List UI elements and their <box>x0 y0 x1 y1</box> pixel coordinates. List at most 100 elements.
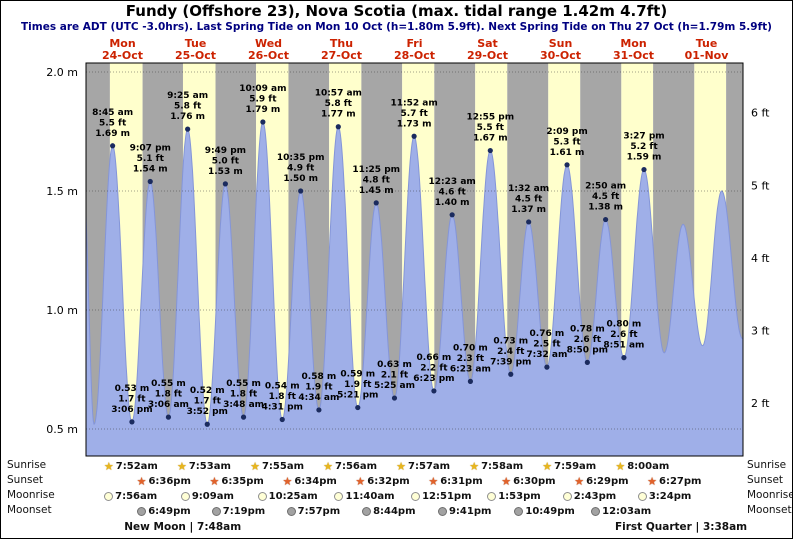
date-label-weekday: Mon <box>620 37 646 50</box>
date-label-weekday: Sat <box>477 37 498 50</box>
moonrise-moon-icon <box>562 491 572 501</box>
tide-low-label: 8:50 pm <box>567 345 608 355</box>
moonset-time: 12:03am <box>602 505 652 517</box>
date-label-date: 27-Oct <box>321 49 362 62</box>
sunrise-entry: ★ 7:53am <box>177 459 231 473</box>
tide-low-label: 3:48 am <box>223 400 264 410</box>
moonrise-time: 1:53pm <box>498 490 541 502</box>
sunset-star-icon: ★ <box>647 474 657 488</box>
moonrise-entry: 3:24pm <box>637 489 691 503</box>
tide-low-label: 2.4 ft <box>497 347 525 357</box>
tide-high-label: 9:25 am <box>167 91 208 101</box>
moonrise-entry: 10:25am <box>257 489 318 503</box>
tide-high-label: 5.0 ft <box>212 156 240 166</box>
sunrise-entry: ★ 7:59am <box>542 459 596 473</box>
sunrise-star-icon: ★ <box>615 459 626 473</box>
tide-low-label: 0.54 m <box>265 381 300 391</box>
tide-low-label: 5:21 pm <box>337 391 378 401</box>
sunrise-time: 7:57am <box>408 460 451 472</box>
tide-high-label: 2:50 am <box>585 182 626 192</box>
moonset-moon-icon <box>437 506 447 516</box>
sunrise-star-icon: ★ <box>103 459 114 473</box>
moonrise-moon-icon <box>334 491 344 501</box>
date-label-weekday: Mon <box>109 37 135 50</box>
tide-point-dot <box>298 188 304 194</box>
moonset-entry: 10:49pm <box>514 504 575 518</box>
tide-high-label: 4.6 ft <box>439 187 467 197</box>
tide-high-label: 8:45 am <box>92 108 133 118</box>
date-label-weekday: Tue <box>185 37 207 50</box>
moonset-time: 6:49pm <box>148 505 191 517</box>
date-label-date: 26-Oct <box>248 49 289 62</box>
tide-low-label: 5:25 am <box>374 381 415 391</box>
tide-point-dot <box>467 378 474 384</box>
moonset-time: 7:19pm <box>222 505 266 517</box>
tide-point-dot <box>240 414 247 420</box>
moonrise-entry: 7:56am <box>104 489 157 503</box>
moonrise-entry: 11:40am <box>334 489 394 503</box>
tide-low-label: 1.9 ft <box>344 380 372 390</box>
moonrise-moon-icon <box>637 491 647 501</box>
tide-point-dot <box>487 147 493 154</box>
tide-low-label: 3:52 pm <box>187 407 228 417</box>
tide-high-label: 1:32 am <box>508 184 549 194</box>
moonset-time: 7:57pm <box>297 505 341 517</box>
tide-low-label: 0.76 m <box>530 329 565 339</box>
tide-point-dot <box>564 162 570 168</box>
tide-high-label: 2:09 pm <box>546 127 587 137</box>
tide-low-label: 0.53 m <box>115 384 150 394</box>
sunrise-star-icon: ★ <box>469 459 480 473</box>
moonset-moon-icon <box>362 506 372 516</box>
tide-high-label: 1.77 m <box>321 110 356 120</box>
moonrise-row-label-left: Moonrise <box>7 489 55 501</box>
tide-low-label: 0.55 m <box>226 379 261 389</box>
sunset-star-icon: ★ <box>355 474 366 488</box>
tide-point-dot <box>373 200 379 206</box>
moonrise-row-label-right: Moonrise <box>747 489 793 501</box>
sunrise-time: 7:52am <box>115 460 158 472</box>
tide-point-dot <box>508 371 514 377</box>
moonrise-entry: 2:43pm <box>562 489 616 503</box>
sunrise-time: 7:55am <box>261 460 304 472</box>
date-label-date: 29-Oct <box>467 49 508 62</box>
y-axis-label-ft: 5 ft <box>751 179 770 192</box>
tide-high-label: 1.76 m <box>170 112 205 122</box>
sunset-time: 6:29pm <box>586 475 629 487</box>
moonset-moon-icon <box>211 506 221 516</box>
moonset-row-label-left: Moonset <box>7 504 52 516</box>
tide-point-dot <box>584 359 590 365</box>
tide-low-label: 2.2 ft <box>420 363 448 373</box>
sunset-star-icon: ★ <box>428 474 439 488</box>
tide-low-label: 4:31 pm <box>262 402 303 412</box>
sunset-entry: ★ 6:34pm <box>282 474 336 488</box>
tide-high-label: 5.8 ft <box>325 99 353 109</box>
moonset-entry: 7:19pm <box>211 504 266 518</box>
moonset-row-label-right: Moonset <box>747 504 792 516</box>
tide-high-label: 1.38 m <box>588 203 623 213</box>
tide-low-label: 1.8 ft <box>269 392 297 402</box>
tide-low-label: 1.8 ft <box>230 390 258 400</box>
tide-high-label: 1.53 m <box>208 167 243 177</box>
y-axis-label-ft: 2 ft <box>751 397 770 410</box>
sunrise-time: 7:53am <box>188 460 231 472</box>
tide-high-label: 1.37 m <box>511 205 546 215</box>
moonset-entry: 6:49pm <box>137 504 191 518</box>
sunset-time: 6:35pm <box>221 475 264 487</box>
sunrise-entry: ★ 7:56am <box>323 459 377 473</box>
tide-low-label: 0.78 m <box>570 324 605 334</box>
tide-high-label: 4.5 ft <box>592 192 620 202</box>
y-axis-label-m: 2.0 m <box>46 66 78 79</box>
moonrise-time: 11:40am <box>345 490 395 502</box>
moonrise-entry: 1:53pm <box>487 489 541 503</box>
tide-high-label: 10:35 pm <box>277 153 325 163</box>
tide-point-dot <box>279 416 285 423</box>
tide-low-label: 2.1 ft <box>381 371 409 381</box>
tide-high-label: 3:27 pm <box>623 132 664 142</box>
sunrise-time: 8:00am <box>627 460 670 472</box>
tide-high-label: 5.3 ft <box>553 137 581 147</box>
tide-low-label: 6:23 pm <box>413 374 454 384</box>
moonrise-moon-icon <box>257 491 267 501</box>
moonset-moon-icon <box>591 506 601 516</box>
moonset-moon-icon <box>137 506 147 516</box>
